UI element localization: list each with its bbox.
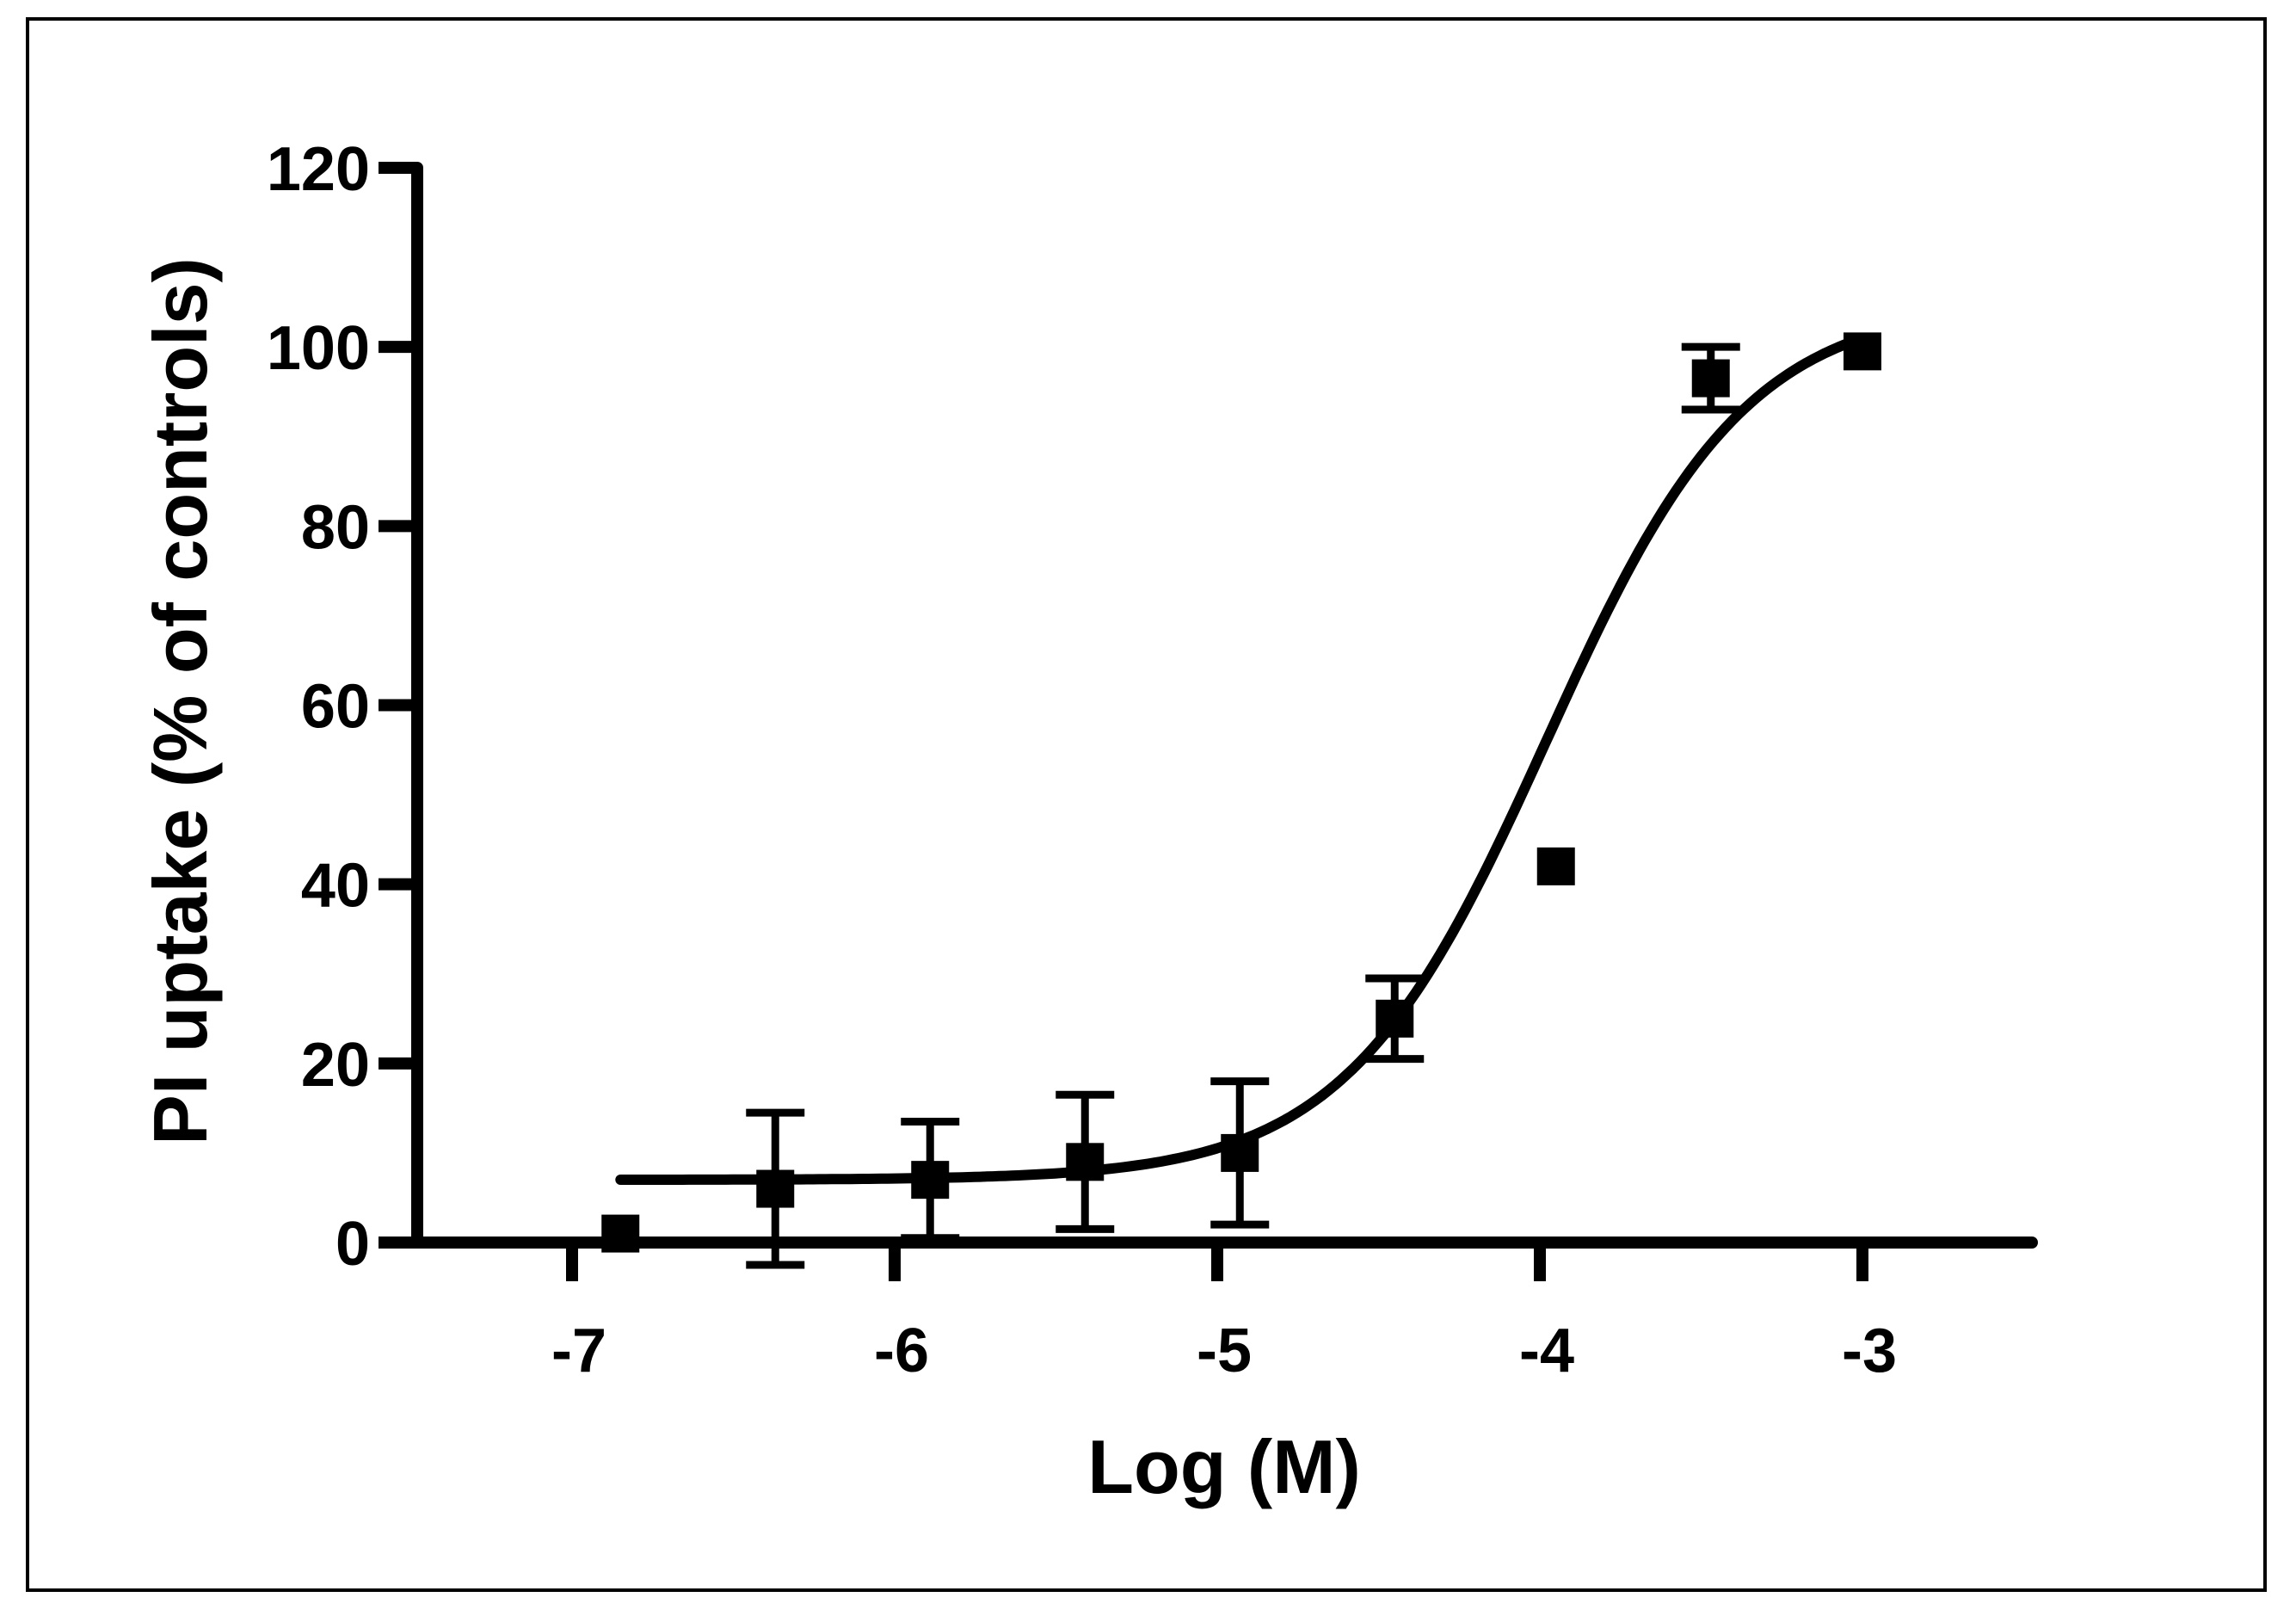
data-point-marker [1844, 332, 1881, 371]
data-point-marker [1376, 999, 1414, 1038]
y-tick-label: 0 [335, 1210, 370, 1279]
data-point-marker [911, 1161, 950, 1200]
axes [379, 162, 2038, 1281]
x-tick-label: -4 [1519, 1317, 1574, 1385]
x-tick-label: -3 [1842, 1317, 1897, 1385]
data-point-marker [1536, 847, 1575, 885]
data-point-marker [1221, 1133, 1259, 1172]
chart-frame [26, 17, 2267, 1592]
y-tick-label: 80 [301, 493, 370, 562]
data-point-marker [1691, 359, 1730, 398]
y-tick-label: 120 [267, 135, 370, 204]
data-points-layer [601, 332, 1881, 1269]
fit-curve-layer [615, 332, 1868, 1185]
x-tick-label: -5 [1197, 1317, 1252, 1385]
x-tick-label: -6 [874, 1317, 929, 1385]
x-tick-label: -7 [551, 1317, 606, 1385]
data-point-marker [1066, 1143, 1105, 1181]
y-axis-title: PI uptake (% of controls) [138, 257, 223, 1145]
data-point-marker [756, 1169, 795, 1208]
x-axis-title: Log (M) [1087, 1424, 1361, 1509]
tick-labels-layer: 0 20 40 60 80 100 120 -7 -6 -5 -4 -3 [267, 135, 1897, 1385]
y-tick-label: 100 [267, 314, 370, 383]
y-tick-label: 20 [301, 1031, 370, 1100]
y-tick-label: 60 [301, 673, 370, 742]
y-tick-label: 40 [301, 852, 370, 921]
fit-curve [615, 332, 1868, 1185]
data-point-marker [601, 1214, 640, 1253]
